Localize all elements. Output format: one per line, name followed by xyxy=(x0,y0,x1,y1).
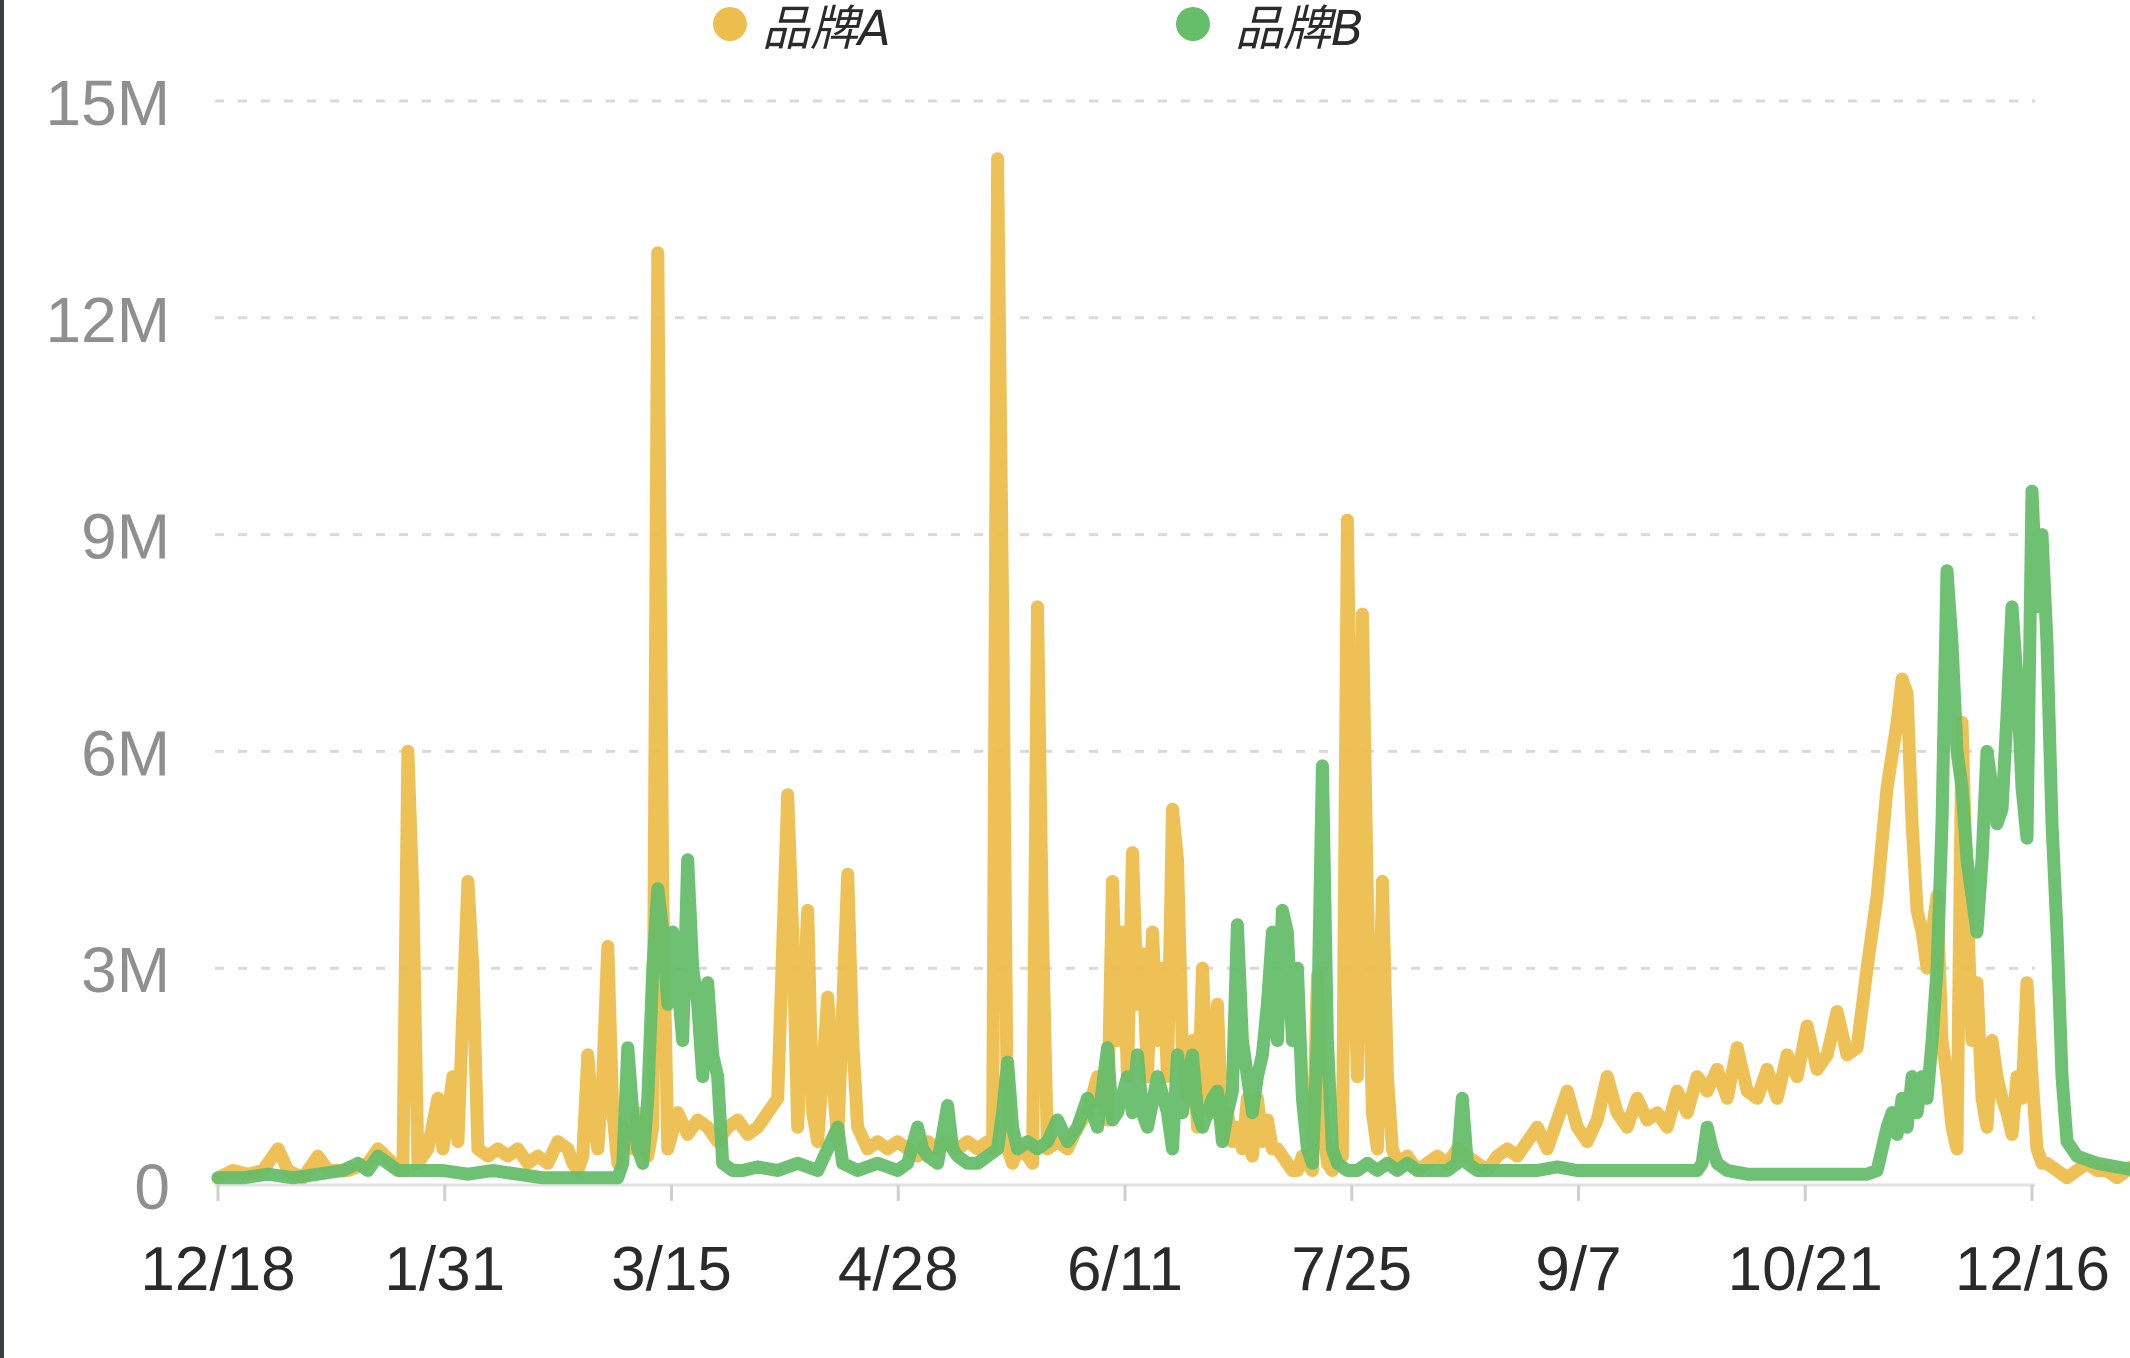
legend-item-brand-b[interactable]: 品牌B xyxy=(1176,1,1364,57)
x-tick-label-9/7: 9/7 xyxy=(1535,1235,1621,1304)
x-tick-label-6/11: 6/11 xyxy=(1067,1235,1183,1304)
series-line-brand-b xyxy=(211,484,2130,1185)
y-tick-label-15M: 15M xyxy=(46,67,171,139)
legend-marker-brand-b xyxy=(1176,7,1210,41)
legend: 品牌A 品牌B xyxy=(713,1,1364,57)
x-tick-label-3/15: 3/15 xyxy=(611,1235,732,1304)
x-tick-label-1/31: 1/31 xyxy=(384,1235,505,1304)
x-tick-label-4/28: 4/28 xyxy=(838,1235,959,1304)
y-tick-label-3M: 3M xyxy=(81,934,170,1006)
y-tick-label-0: 0 xyxy=(134,1151,170,1223)
y-axis-tick-labels: 0 3M 6M 9M 12M 15M xyxy=(46,67,171,1223)
x-tick-label-12/18: 12/18 xyxy=(140,1235,295,1304)
window-edge xyxy=(0,0,4,1358)
x-tick-label-12/16: 12/16 xyxy=(1955,1235,2110,1304)
x-tick-label-10/21: 10/21 xyxy=(1728,1235,1883,1304)
y-tick-label-12M: 12M xyxy=(46,284,171,356)
series-line-brand-a xyxy=(211,152,2130,1185)
legend-item-brand-a[interactable]: 品牌A xyxy=(713,1,891,57)
gridlines xyxy=(215,99,2035,970)
x-axis-tick-labels: 12/18 1/31 3/15 4/28 6/11 7/25 9/7 10/21 12/16 xyxy=(140,1235,2110,1304)
series-lines xyxy=(211,152,2130,1185)
legend-label-brand-b: 品牌B xyxy=(1235,1,1364,57)
y-tick-label-6M: 6M xyxy=(81,717,170,789)
legend-marker-brand-a xyxy=(713,7,747,41)
x-tick-label-7/25: 7/25 xyxy=(1291,1235,1412,1304)
x-axis xyxy=(215,1183,2035,1201)
y-tick-label-9M: 9M xyxy=(81,501,170,573)
legend-label-brand-a: 品牌A xyxy=(762,1,891,57)
